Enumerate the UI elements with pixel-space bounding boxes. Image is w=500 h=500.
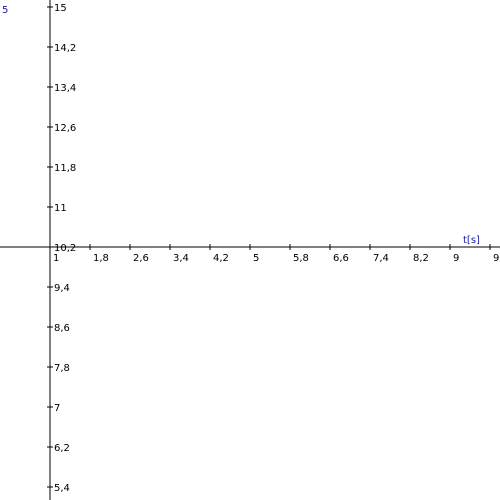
x-tick-label: 9,8 <box>493 253 500 264</box>
y-tick-label: 6,2 <box>54 443 70 454</box>
y-tick-label: 7,8 <box>54 363 70 374</box>
y-tick-label: 9,4 <box>54 283 70 294</box>
x-tick-label: 1 <box>53 253 59 264</box>
y-tick-label: 8,6 <box>54 323 70 334</box>
x-tick-label: 7,4 <box>373 253 389 264</box>
x-tick-label: 4,2 <box>213 253 229 264</box>
x-tick-label: 5,8 <box>293 253 309 264</box>
y-tick-label: 11 <box>54 203 67 214</box>
y-tick-label: 5,4 <box>54 483 70 494</box>
x-tick-label: 9 <box>453 253 459 264</box>
y-tick-label: 13,4 <box>54 83 76 94</box>
x-axis-label: t[s] <box>463 235 480 246</box>
x-tick-label: 5 <box>253 253 259 264</box>
x-tick-label: 8,2 <box>413 253 429 264</box>
x-tick-label: 3,4 <box>173 253 189 264</box>
y-tick-label: 10,2 <box>54 243 76 254</box>
x-tick-label: 1,8 <box>93 253 109 264</box>
y-tick-label: 7 <box>54 403 60 414</box>
y-tick-label: 12,6 <box>54 123 76 134</box>
y-tick-label: 15 <box>54 3 67 14</box>
x-tick-label: 2,6 <box>133 253 149 264</box>
x-tick-label: 6,6 <box>333 253 349 264</box>
y-tick-label: 14,2 <box>54 43 76 54</box>
x-ticks: 1 1,8 2,6 3,4 4,2 5 5,8 6,6 7,4 8,2 9 9,8 <box>53 244 500 264</box>
y-tick-label: 11,8 <box>54 163 76 174</box>
y-ticks: 15 14,2 13,4 12,6 11,8 11 10,2 9,4 8,6 7,8 7 6,2 5,4 <box>47 3 76 494</box>
y-axis-label: 5 <box>2 5 8 16</box>
